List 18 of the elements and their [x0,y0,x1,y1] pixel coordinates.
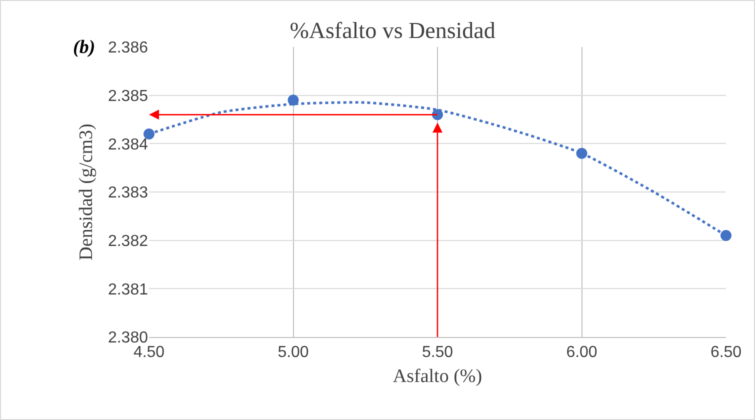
y-tick-label: 2.385 [108,88,148,105]
x-tick-label: 5.50 [422,344,454,362]
y-tick-label: 2.384 [108,136,148,154]
x-axis-title: Asfalto (%) [392,366,482,387]
x-tick-label: 6.50 [710,344,742,362]
y-tick-label: 2.383 [108,184,148,202]
y-tick-label: 2.380 [108,330,148,347]
y-tick-label: 2.381 [108,281,148,298]
y-tick-label: 2.386 [108,40,148,57]
y-axis-title: Densidad (g/cm3) [76,124,97,260]
x-tick-label: 6.00 [566,344,598,362]
text: (b) [73,37,96,58]
x-tick-label: 5.00 [278,344,309,362]
x-tick-label: 4.50 [133,344,165,362]
point [144,128,154,140]
point [720,230,732,241]
y-tick-label: 2.382 [108,232,148,250]
chart-title: %Asfalto vs Densidad [290,18,496,43]
